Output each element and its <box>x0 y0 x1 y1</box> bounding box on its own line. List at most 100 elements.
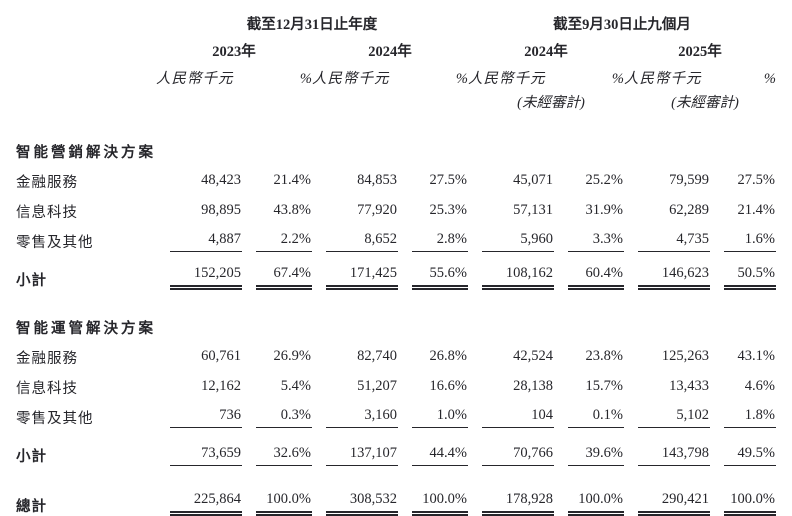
percent-header: % <box>455 71 468 87</box>
value-cell: 27.5% <box>737 172 775 188</box>
value-cell: 26.8% <box>429 348 467 364</box>
row-label: 信息科技 <box>16 381 78 397</box>
subtotal-label: 小計 <box>16 449 47 465</box>
unit-header-row: 人民幣千元 % 人民幣千元 % 人民幣千元 % 人民幣千元 % <box>16 61 776 88</box>
unit-header: 人民幣千元 <box>468 71 546 87</box>
subtotal-label: 小計 <box>16 273 47 289</box>
value-cell: 42,524 <box>513 348 553 364</box>
total-value-cell: 178,928 <box>468 476 554 516</box>
subtotal-value-cell: 146,623 <box>624 252 710 290</box>
value-cell: 77,920 <box>357 202 397 218</box>
unaudited-note: (未經審計) <box>517 95 585 111</box>
subtotal-value-cell: 143,798 <box>624 428 710 466</box>
year-header-2023: 2023年 <box>212 44 256 60</box>
subtotal-value-cell: 70,766 <box>468 428 554 466</box>
unaudited-note-row: (未經審計) (未經審計) <box>16 88 776 112</box>
value-cell: 15.7% <box>585 378 623 394</box>
value-cell: 2.2% <box>242 222 312 252</box>
corner-cell <box>16 8 156 34</box>
value-cell: 4.6% <box>744 378 775 394</box>
value-cell: 3.3% <box>554 222 624 252</box>
subtotal-value-cell: 108,162 <box>468 252 554 290</box>
value-cell: 1.8% <box>710 398 776 428</box>
table-row-retail-and-others: 零售及其他 4,887 2.2% 8,652 2.8% 5,960 3.3% 4… <box>16 222 776 252</box>
unit-header: 人民幣千元 <box>156 71 234 87</box>
value-cell: 43.1% <box>737 348 775 364</box>
total-value-cell: 100.0% <box>398 476 468 516</box>
percent-header: % <box>763 71 776 87</box>
value-cell: 1.0% <box>398 398 468 428</box>
value-cell: 62,289 <box>669 202 709 218</box>
value-cell: 0.1% <box>554 398 624 428</box>
subtotal-value-cell: 152,205 <box>156 252 242 290</box>
value-cell: 125,263 <box>661 348 709 364</box>
value-cell: 98,895 <box>201 202 241 218</box>
empty-cell <box>312 88 468 112</box>
subtotal-value-cell: 137,107 <box>312 428 398 466</box>
unaudited-note: (未經審計) <box>671 95 739 111</box>
value-cell: 12,162 <box>201 378 241 394</box>
value-cell: 0.3% <box>242 398 312 428</box>
subtotal-value-cell: 39.6% <box>554 428 624 466</box>
value-cell: 82,740 <box>357 348 397 364</box>
value-cell: 43.8% <box>273 202 311 218</box>
value-cell: 5,960 <box>468 222 554 252</box>
table-row-retail-and-others: 零售及其他 736 0.3% 3,160 1.0% 104 0.1% 5,102… <box>16 398 776 428</box>
value-cell: 104 <box>468 398 554 428</box>
revenue-breakdown-table: 截至12月31日止年度 截至9月30日止九個月 2023年 2024年 2024… <box>16 8 776 516</box>
table-row-financial-services: 金融服務 48,423 21.4% 84,853 27.5% 45,071 25… <box>16 162 776 192</box>
spacer-row <box>16 466 776 476</box>
empty-cell <box>16 61 156 88</box>
value-cell: 8,652 <box>312 222 398 252</box>
grand-total-label: 總計 <box>16 499 47 515</box>
subtotal-value-cell: 67.4% <box>242 252 312 290</box>
subtotal-value-cell: 44.4% <box>398 428 468 466</box>
total-value-cell: 100.0% <box>710 476 776 516</box>
value-cell: 21.4% <box>737 202 775 218</box>
empty-cell <box>16 34 156 61</box>
subtotal-value-cell: 73,659 <box>156 428 242 466</box>
row-label: 零售及其他 <box>16 235 94 251</box>
section-title: 智能營銷解決方案 <box>16 145 156 161</box>
value-cell: 25.3% <box>429 202 467 218</box>
value-cell: 26.9% <box>273 348 311 364</box>
value-cell: 60,761 <box>201 348 241 364</box>
row-label: 金融服務 <box>16 351 78 367</box>
period-group-row: 截至12月31日止年度 截至9月30日止九個月 <box>16 8 776 34</box>
subtotal-row-smart-operations: 小計 73,659 32.6% 137,107 44.4% 70,766 39.… <box>16 428 776 466</box>
spacer-row <box>16 290 776 308</box>
total-value-cell: 100.0% <box>242 476 312 516</box>
subtotal-value-cell: 60.4% <box>554 252 624 290</box>
row-label: 零售及其他 <box>16 411 94 427</box>
value-cell: 45,071 <box>513 172 553 188</box>
subtotal-value-cell: 49.5% <box>710 428 776 466</box>
percent-header: % <box>299 71 312 87</box>
total-value-cell: 290,421 <box>624 476 710 516</box>
value-cell: 31.9% <box>585 202 623 218</box>
table-row-financial-services: 金融服務 60,761 26.9% 82,740 26.8% 42,524 23… <box>16 338 776 368</box>
value-cell: 79,599 <box>669 172 709 188</box>
section-title: 智能運管解決方案 <box>16 321 156 337</box>
subtotal-value-cell: 171,425 <box>312 252 398 290</box>
period-group-annual: 截至12月31日止年度 <box>246 17 378 33</box>
row-label: 信息科技 <box>16 205 78 221</box>
value-cell: 736 <box>156 398 242 428</box>
section-header-smart-operations: 智能運管解決方案 <box>16 308 776 338</box>
value-cell: 4,887 <box>156 222 242 252</box>
empty-cell <box>16 88 156 112</box>
year-header-2024: 2024年 <box>368 44 412 60</box>
value-cell: 16.6% <box>429 378 467 394</box>
section-header-smart-marketing: 智能營銷解決方案 <box>16 132 776 162</box>
value-cell: 84,853 <box>357 172 397 188</box>
total-value-cell: 225,864 <box>156 476 242 516</box>
value-cell: 25.2% <box>585 172 623 188</box>
unit-header: 人民幣千元 <box>312 71 390 87</box>
empty-cell <box>156 88 312 112</box>
unit-header: 人民幣千元 <box>624 71 702 87</box>
subtotal-value-cell: 50.5% <box>710 252 776 290</box>
percent-header: % <box>611 71 624 87</box>
subtotal-row-smart-marketing: 小計 152,205 67.4% 171,425 55.6% 108,162 6… <box>16 252 776 290</box>
value-cell: 28,138 <box>513 378 553 394</box>
year-header-row: 2023年 2024年 2024年 2025年 <box>16 34 776 61</box>
